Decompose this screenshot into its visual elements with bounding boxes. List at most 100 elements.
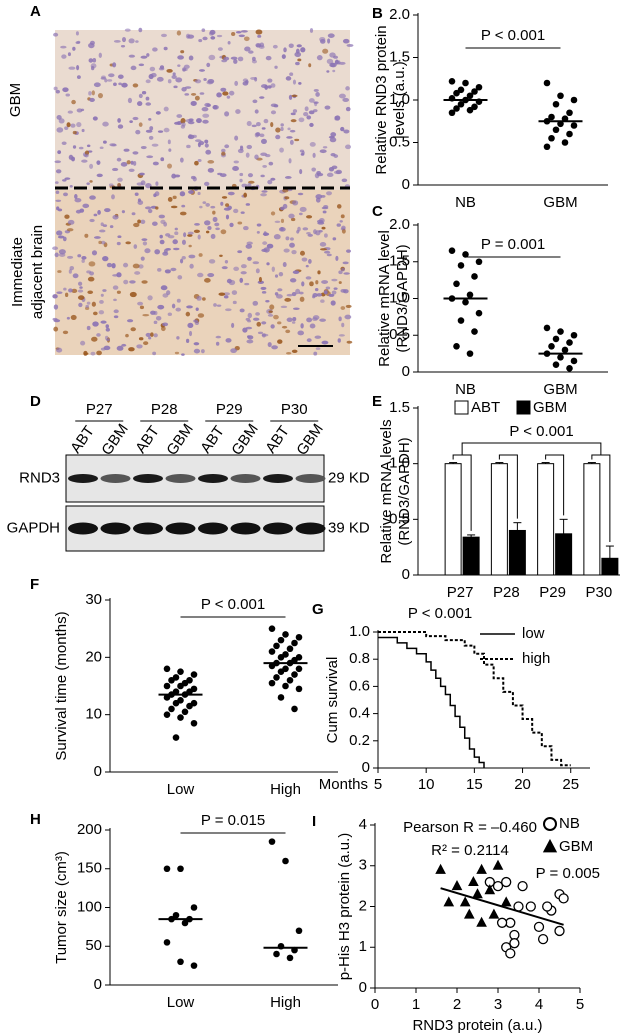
cell	[283, 248, 290, 253]
data-point	[505, 948, 516, 959]
cell	[159, 239, 165, 245]
panel-label: F	[30, 576, 39, 593]
cell	[183, 232, 187, 238]
data-point	[472, 888, 483, 899]
data-point	[552, 361, 560, 368]
data-point	[552, 335, 560, 343]
cell	[199, 92, 205, 95]
data-point	[466, 350, 474, 357]
cell	[317, 270, 321, 275]
cell	[254, 109, 259, 114]
annotation: P < 0.001	[481, 27, 545, 44]
cell	[227, 41, 231, 45]
cell	[285, 236, 290, 241]
cell	[291, 349, 298, 353]
cell	[246, 121, 252, 127]
cell	[137, 219, 141, 224]
cell	[271, 266, 275, 272]
cell	[170, 205, 178, 209]
cell	[286, 293, 293, 297]
cell	[149, 66, 156, 72]
cell	[269, 304, 275, 310]
cell	[228, 90, 235, 96]
cell	[322, 48, 329, 54]
cell	[328, 135, 335, 139]
data-point	[570, 357, 578, 365]
data-point	[190, 719, 198, 727]
cell	[116, 290, 121, 294]
cell	[291, 291, 297, 297]
y-axis-label: levels (a.u.)	[391, 61, 408, 139]
cell	[173, 85, 178, 89]
legend-marker	[543, 817, 557, 831]
cell	[345, 144, 352, 150]
cell	[154, 191, 160, 197]
cell	[184, 93, 190, 96]
cell	[328, 293, 335, 297]
x-tick-label: P30	[586, 584, 613, 601]
cell	[67, 52, 71, 57]
cell	[133, 244, 138, 249]
cell	[135, 129, 141, 135]
cell	[321, 280, 329, 284]
cell	[208, 259, 216, 264]
panel-label: C	[372, 203, 383, 220]
cell	[188, 254, 196, 259]
cell	[299, 250, 305, 256]
data-point	[451, 880, 463, 891]
cell	[98, 240, 102, 245]
cell	[271, 345, 278, 350]
cell	[117, 235, 122, 239]
legend-label: ABT	[471, 399, 500, 416]
cell	[175, 307, 181, 312]
data-point	[496, 917, 508, 928]
data-point	[533, 921, 545, 933]
cell	[240, 264, 247, 269]
cell	[206, 103, 212, 108]
cell	[285, 329, 291, 334]
x-tick-label: 25	[562, 776, 579, 793]
x-tick-label: NB	[455, 381, 476, 398]
cell	[67, 219, 75, 225]
cell	[78, 146, 84, 150]
cell	[55, 169, 62, 174]
cell	[108, 183, 114, 187]
cell	[57, 150, 62, 155]
cell	[102, 224, 108, 228]
cell	[273, 234, 281, 240]
cell	[268, 161, 274, 166]
cell	[174, 351, 180, 355]
cell	[96, 160, 101, 165]
cell	[306, 338, 312, 343]
cell	[72, 273, 79, 279]
data-point	[277, 636, 285, 644]
cell	[137, 301, 144, 306]
cell	[274, 65, 278, 69]
lane-label: ABT	[132, 423, 163, 457]
cell	[84, 306, 90, 310]
data-point	[268, 625, 276, 632]
cell	[121, 210, 126, 214]
data-point	[443, 896, 455, 907]
cell	[257, 34, 262, 38]
cell	[228, 279, 236, 286]
cell	[245, 244, 253, 249]
cell	[103, 345, 111, 351]
data-point	[268, 648, 276, 655]
cell	[237, 250, 243, 254]
y-tick-label: 150	[77, 860, 102, 877]
cell	[88, 42, 95, 49]
cell	[179, 191, 186, 197]
cell	[88, 58, 94, 63]
y-tick-label: 50	[85, 937, 102, 954]
cell	[340, 306, 346, 310]
cell	[130, 160, 134, 165]
panel-label: E	[372, 393, 382, 410]
cell	[125, 241, 132, 245]
cell	[150, 332, 154, 337]
cell	[289, 129, 296, 133]
data-point	[500, 896, 512, 907]
cell	[265, 300, 270, 303]
cell	[302, 227, 309, 231]
